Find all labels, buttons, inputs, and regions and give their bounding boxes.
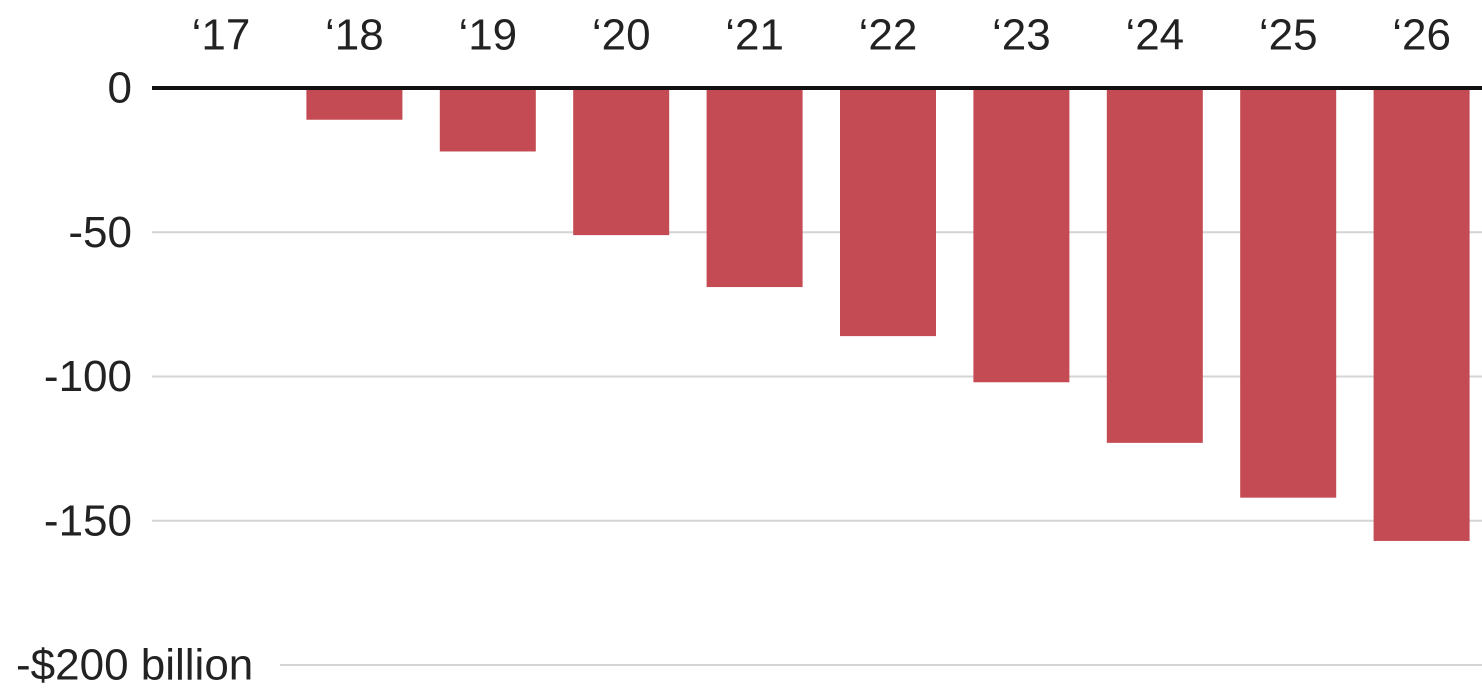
y-tick-label: 0 [108, 64, 132, 113]
bar [1373, 88, 1470, 541]
x-tick-label: ‘26 [1392, 11, 1451, 60]
x-tick-label: ‘23 [992, 11, 1051, 60]
y-tick-label: -150 [44, 496, 132, 545]
x-tick-label: ‘17 [192, 11, 251, 60]
bar [1240, 88, 1337, 498]
bar [1106, 88, 1203, 443]
bar-layer [306, 88, 1470, 541]
x-tick-label: ‘19 [458, 11, 517, 60]
y-tick-label: -$200 billion [16, 641, 253, 690]
x-tick-label: ‘25 [1259, 11, 1318, 60]
bar [439, 88, 536, 152]
y-tick-label: -50 [68, 208, 132, 257]
bar [573, 88, 670, 236]
bar [706, 88, 803, 288]
bar [306, 88, 403, 120]
x-tick-label: ‘20 [592, 11, 651, 60]
y-tick-label: -100 [44, 352, 132, 401]
label-layer: 0 -50 -100 -150 -$200 billion ‘17 ‘18 ‘19 ‘20 ‘21… [16, 11, 1451, 690]
bar [840, 88, 936, 337]
x-tick-label: ‘24 [1125, 11, 1184, 60]
x-tick-label: ‘18 [325, 11, 384, 60]
x-tick-label: ‘21 [725, 11, 784, 60]
x-tick-label: ‘22 [859, 11, 918, 60]
bar [973, 88, 1070, 383]
